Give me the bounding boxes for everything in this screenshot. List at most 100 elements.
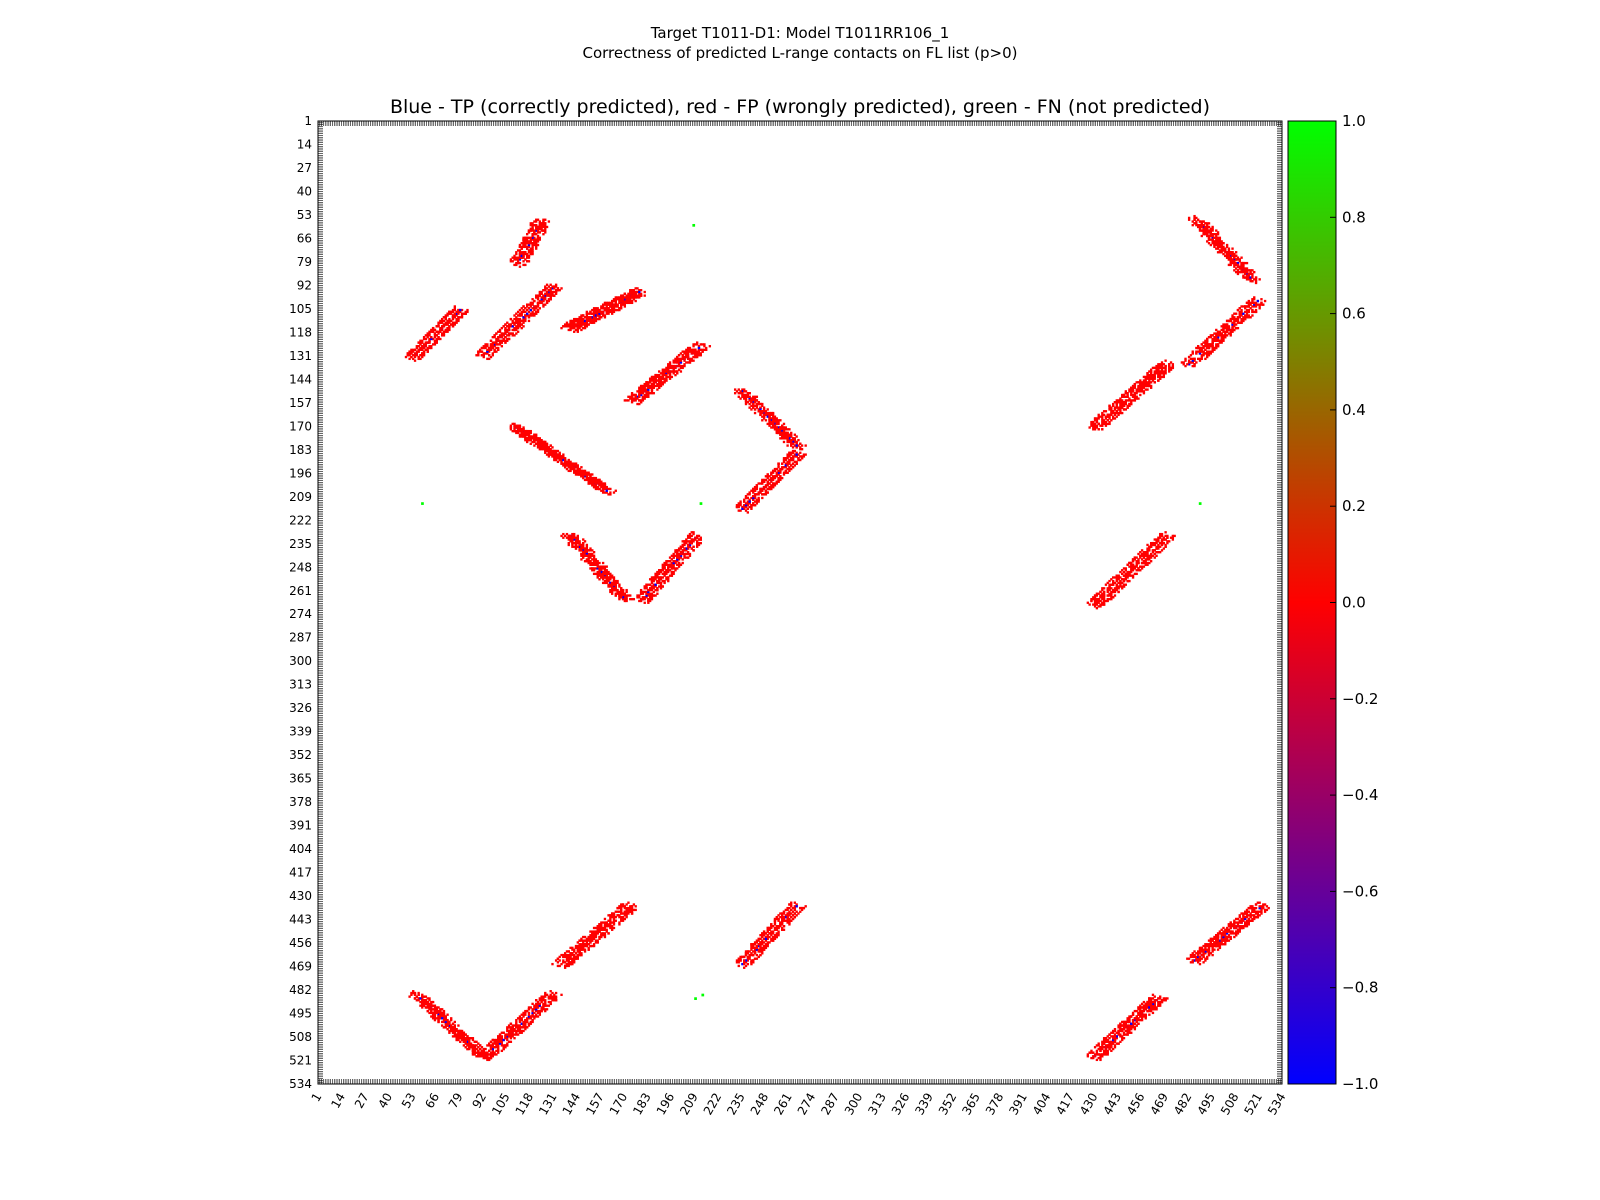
fp-contact-cell [549,290,552,294]
fp-contact-cell [515,261,518,265]
fp-contact-cell [558,289,561,292]
fp-contact-cell [554,285,558,288]
fp-contact-cell [621,301,625,305]
fp-contact-cell [598,578,601,581]
fp-contact-cell [444,316,447,319]
fp-contact-cell [538,231,542,234]
fp-contact-cell [658,569,661,572]
tp-contact-cell [679,361,683,364]
fp-contact-cell [527,314,531,317]
fp-contact-cell [1117,411,1120,415]
fp-contact-cell [421,341,424,344]
fp-contact-cell [625,294,628,297]
fp-contact-cell [659,381,663,384]
fp-contact-cell [596,570,599,574]
fp-contact-cell [672,554,675,557]
fp-contact-cell [518,433,522,436]
fp-contact-cell [652,594,655,597]
fp-contact-cell [504,339,507,342]
fp-contact-cell [540,290,543,294]
fp-contact-cell [563,458,567,462]
fp-contact-cell [621,594,625,597]
fp-contact-cell [571,467,574,471]
fp-contact-cell [1200,225,1203,229]
fp-contact-cell [601,485,605,489]
fp-contact-cell [520,428,523,431]
fp-contact-cell [1124,392,1128,395]
fp-contact-cell [620,305,623,308]
fp-contact-cell [583,540,587,543]
fp-contact-cell [650,390,654,393]
fp-contact-cell [703,345,706,348]
fp-contact-cell [681,561,684,565]
fp-contact-cell [536,243,540,247]
fp-contact-cell [453,321,456,324]
fp-contact-cell [422,345,426,348]
fp-contact-cell [457,308,460,312]
fp-contact-cell [444,328,447,332]
fp-contact-cell [547,220,551,223]
fp-contact-cell [699,536,702,539]
fp-contact-cell [544,218,547,221]
fp-contact-cell [431,330,435,333]
fp-contact-cell [658,572,661,576]
fp-contact-cell [498,336,502,339]
fp-contact-cell [612,576,616,579]
fp-contact-cell [618,590,621,594]
fp-contact-cell [567,462,570,465]
fp-contact-cell [544,444,547,447]
fp-contact-cell [582,326,585,330]
fp-contact-cell [545,287,549,290]
fp-contact-cell [601,572,605,576]
fp-contact-cell [531,307,534,310]
fp-contact-cell [616,581,619,585]
fp-contact-cell [650,576,654,579]
fp-contact-cell [620,298,623,301]
fp-contact-cell [459,310,462,314]
fp-contact-cell [630,393,634,397]
fp-contact-cell [592,572,596,576]
fp-contact-cell [544,449,547,453]
fp-contact-cell [531,229,534,232]
fp-contact-cell [560,455,563,458]
fp-contact-cell [413,348,417,351]
fp-contact-cell [616,308,619,312]
fp-contact-cell [515,326,518,330]
fp-contact-cell [1234,263,1238,267]
fp-contact-cell [502,337,505,341]
fp-contact-cell [511,422,514,426]
fp-contact-cell [735,390,739,393]
fp-contact-cell [1164,359,1167,362]
fp-contact-cell [620,301,623,305]
fp-contact-cell [525,236,529,239]
fp-contact-cell [475,354,478,357]
fp-contact-cell [464,312,467,315]
fp-contact-cell [692,345,695,348]
fp-contact-cell [574,328,578,332]
fp-contact-cell [426,334,429,337]
fp-contact-cell [681,355,684,359]
fp-contact-cell [580,323,583,326]
fp-contact-cell [643,587,646,590]
fp-contact-cell [504,332,507,335]
fp-contact-cell [451,308,455,312]
fp-contact-cell [585,319,589,323]
fp-contact-cell [545,301,549,305]
fp-contact-cell [522,238,525,241]
fp-contact-cell [545,225,549,229]
fp-contact-cell [603,308,607,312]
fp-contact-cell [632,296,636,299]
fp-contact-cell [460,308,464,312]
fp-contact-cell [524,314,527,317]
fp-contact-cell [1171,364,1175,368]
fp-contact-cell [654,377,657,380]
fp-contact-cell [688,532,692,536]
fp-contact-cell [527,307,531,310]
fp-contact-cell [525,254,529,258]
fp-contact-cell [578,547,581,550]
fp-contact-cell [542,442,545,445]
fp-contact-cell [525,247,529,250]
fp-contact-cell [533,236,536,239]
fp-contact-cell [533,243,536,247]
fp-contact-cell [686,354,690,357]
